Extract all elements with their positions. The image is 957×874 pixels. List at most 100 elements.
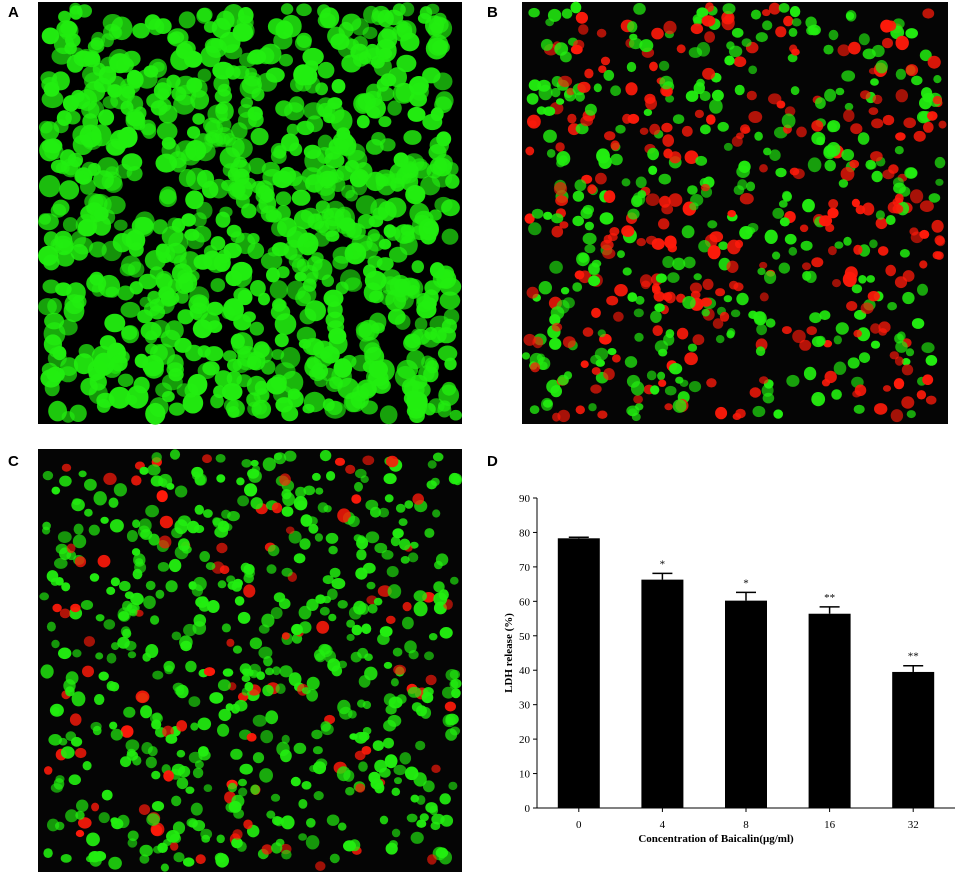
cell (214, 89, 233, 104)
cell (870, 323, 881, 334)
cell (574, 179, 587, 192)
cell (426, 480, 437, 490)
cell (837, 44, 851, 57)
cell (932, 95, 943, 105)
cell (664, 403, 673, 411)
cell (202, 454, 212, 464)
cell (351, 178, 368, 196)
cell (166, 830, 180, 843)
cell (249, 321, 264, 336)
cell (169, 449, 181, 460)
cell (526, 93, 539, 105)
cell (270, 793, 281, 802)
cell (243, 819, 253, 830)
cell (627, 21, 638, 33)
cell (203, 667, 216, 677)
cell (561, 8, 573, 19)
cell (272, 170, 293, 189)
cell (684, 150, 699, 164)
cell (694, 109, 705, 119)
cell (273, 299, 287, 311)
cell (92, 62, 106, 76)
cell (379, 767, 391, 778)
cell (123, 706, 136, 718)
cell (614, 284, 628, 297)
cell (376, 257, 394, 271)
cell (552, 412, 561, 422)
cell (225, 65, 241, 80)
cell (151, 801, 165, 812)
cell (341, 184, 355, 199)
cell (178, 11, 196, 29)
cell (156, 490, 168, 503)
cell (87, 100, 105, 118)
cell (698, 240, 711, 253)
cell (833, 335, 842, 345)
cell (668, 193, 683, 207)
cell (435, 553, 449, 566)
panel-label: D (487, 453, 498, 470)
cell (578, 24, 589, 35)
cell (145, 756, 157, 769)
cell (48, 400, 67, 422)
cell (386, 455, 399, 468)
bar (641, 579, 684, 808)
cell (650, 385, 660, 395)
cell (121, 325, 138, 340)
cell (337, 600, 348, 609)
cell (260, 730, 274, 744)
cell (168, 231, 189, 254)
cell (288, 672, 302, 687)
cell (629, 33, 638, 41)
bar-chart: Concentration of Baicalin(μg/ml) LDH rel… (503, 493, 955, 845)
cell (358, 761, 368, 772)
cell (265, 667, 274, 676)
cell (400, 155, 417, 174)
cell (72, 534, 87, 549)
cell (117, 129, 130, 141)
cell (442, 686, 455, 699)
cell (108, 386, 131, 409)
cell (380, 73, 397, 87)
cell (658, 218, 670, 230)
cell (80, 600, 94, 610)
cell (326, 200, 345, 218)
cell (903, 117, 916, 129)
cell (114, 219, 128, 231)
cell (410, 831, 424, 844)
cell (687, 185, 698, 195)
cell (424, 280, 441, 296)
cell (761, 384, 774, 397)
cell (450, 576, 459, 585)
cell (602, 248, 616, 259)
cell (633, 395, 643, 404)
cell (449, 409, 462, 421)
cell (103, 23, 121, 41)
cell (235, 232, 256, 255)
cell (905, 64, 919, 77)
cell (811, 392, 826, 407)
cell (696, 78, 705, 87)
cell (88, 367, 102, 382)
cell (70, 244, 89, 261)
cell (179, 635, 193, 649)
cell (419, 813, 429, 822)
cell (293, 742, 307, 755)
cell (735, 408, 746, 419)
cell (702, 278, 714, 290)
cell (266, 376, 287, 395)
cell (885, 264, 896, 277)
cell (317, 61, 335, 79)
cell (129, 609, 138, 617)
cell (858, 352, 871, 363)
cell (138, 518, 152, 533)
cell (49, 703, 64, 717)
cell (127, 651, 137, 659)
cell (95, 652, 104, 660)
cell (252, 752, 265, 764)
cell (639, 127, 649, 135)
cell (259, 768, 273, 783)
cell (131, 475, 142, 486)
cell (379, 626, 393, 637)
cell (281, 370, 304, 394)
